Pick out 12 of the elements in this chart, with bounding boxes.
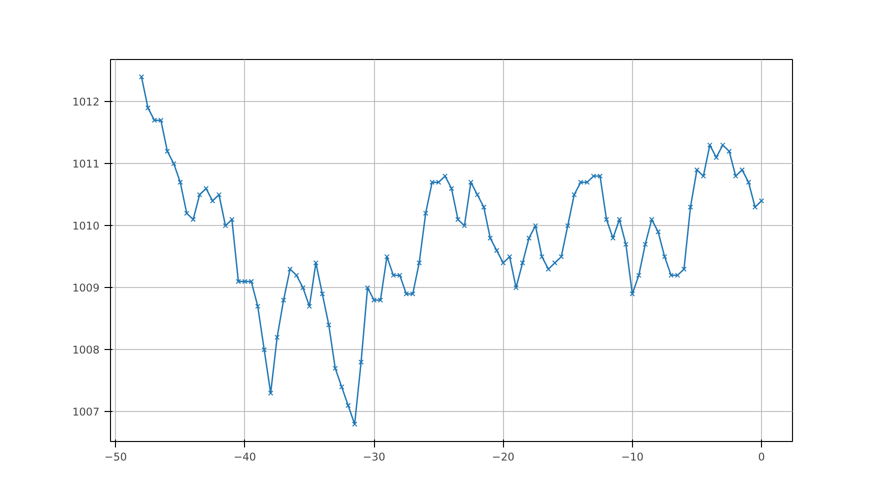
- y-tick-label: 1008: [72, 344, 100, 357]
- x-tick-label: −20: [492, 450, 515, 464]
- x-tick-label: −40: [234, 450, 256, 464]
- y-tick-label: 1009: [72, 282, 100, 295]
- y-tick-label: 1007: [72, 406, 100, 419]
- x-tick-label: 0: [758, 450, 766, 464]
- x-tick-label: −30: [362, 450, 386, 464]
- y-tick-label: 1010: [72, 220, 100, 233]
- y-tick-label: 1012: [72, 96, 100, 109]
- x-tick-label: −50: [104, 450, 128, 464]
- y-tick-label: 1011: [72, 158, 100, 171]
- x-tick-label: −10: [621, 450, 644, 464]
